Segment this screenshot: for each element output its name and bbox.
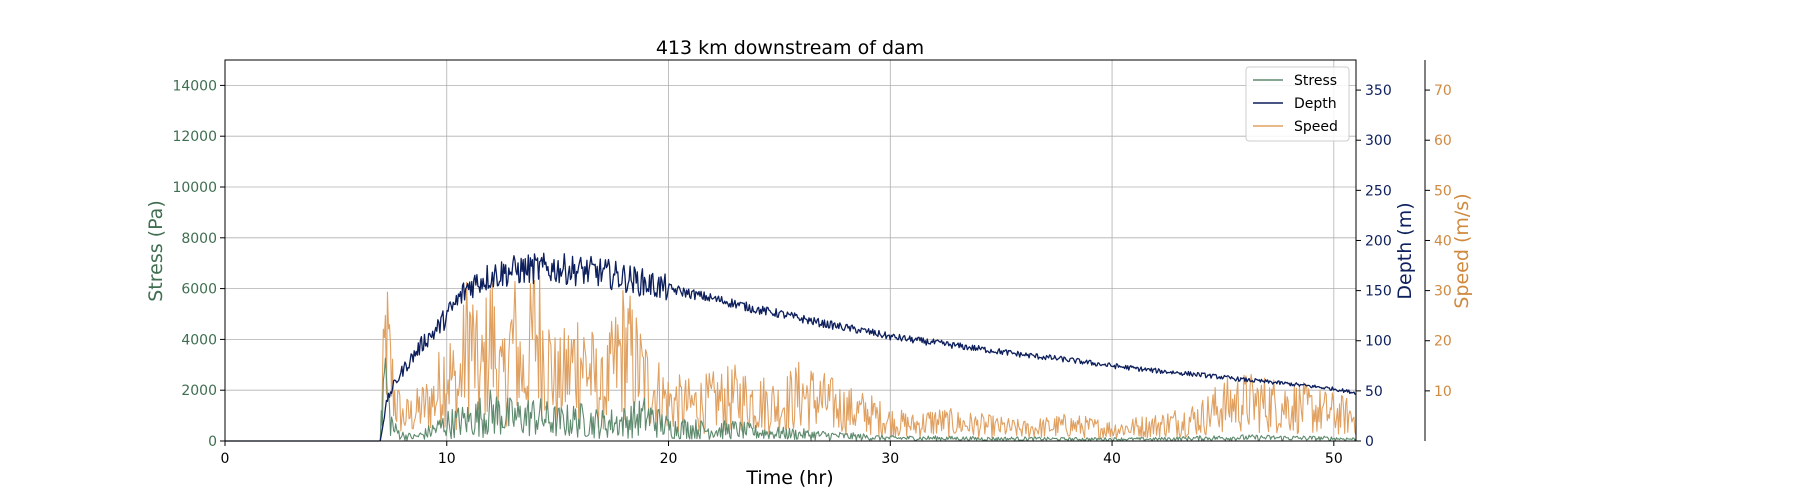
speed-tick-label: 30 [1434,284,1452,300]
stress-tick-label: 4000 [181,332,217,348]
depth-tick-label: 200 [1365,233,1392,249]
ticks: 0 10 20 30 40 5002000400060008000100001200014… [172,78,1451,467]
stress-tick-label: 0 [208,434,217,450]
stress-tick-label: 14000 [172,78,217,94]
stress-tick-label: 10000 [172,180,217,196]
depth-tick-label: 100 [1365,334,1392,350]
speed-tick-label: 40 [1434,233,1452,249]
depth-tick-label: 350 [1365,83,1392,99]
stress-tick-label: 6000 [181,282,217,298]
stress-tick-label: 12000 [172,129,217,145]
series-line-stress [225,357,1357,442]
speed-tick-label: 70 [1434,83,1452,99]
depth-tick-label: 250 [1365,183,1392,199]
stress-tick-label: 2000 [181,383,217,399]
x-axis-label: Time (hr) [745,467,833,489]
stress-axis-label: Stress (Pa) [145,200,167,302]
speed-tick-label: 20 [1434,334,1452,350]
speed-tick-label: 50 [1434,183,1452,199]
chart-title: 413 km downstream of dam [656,37,924,59]
legend-label-speed: Speed [1294,119,1338,135]
legend-label-stress: Stress [1294,73,1337,89]
x-tick-label: 40 [1103,451,1121,467]
plot-frame [224,59,1357,442]
depth-tick-label: 50 [1365,384,1383,400]
x-tick-label: 30 [881,451,899,467]
depth-tick-label: 300 [1365,133,1392,149]
depth-tick-label: 150 [1365,284,1392,300]
legend: Stress Depth Speed [1245,66,1350,142]
plot-lines [225,252,1357,442]
depth-tick-label: 0 [1365,434,1374,450]
speed-tick-label: 60 [1434,133,1452,149]
speed-tick-label: 10 [1434,384,1452,400]
legend-box [1245,66,1350,142]
speed-axis-label: Speed (m/s) [1451,193,1473,308]
x-tick-label: 50 [1325,451,1343,467]
depth-axis-label: Depth (m) [1394,202,1416,299]
series-line-speed [225,275,1357,442]
x-tick-label: 10 [438,451,456,467]
stress-tick-label: 8000 [181,231,217,247]
x-tick-label: 0 [221,451,230,467]
x-tick-label: 20 [660,451,678,467]
series-line-depth [225,252,1357,442]
legend-label-depth: Depth [1294,96,1337,112]
